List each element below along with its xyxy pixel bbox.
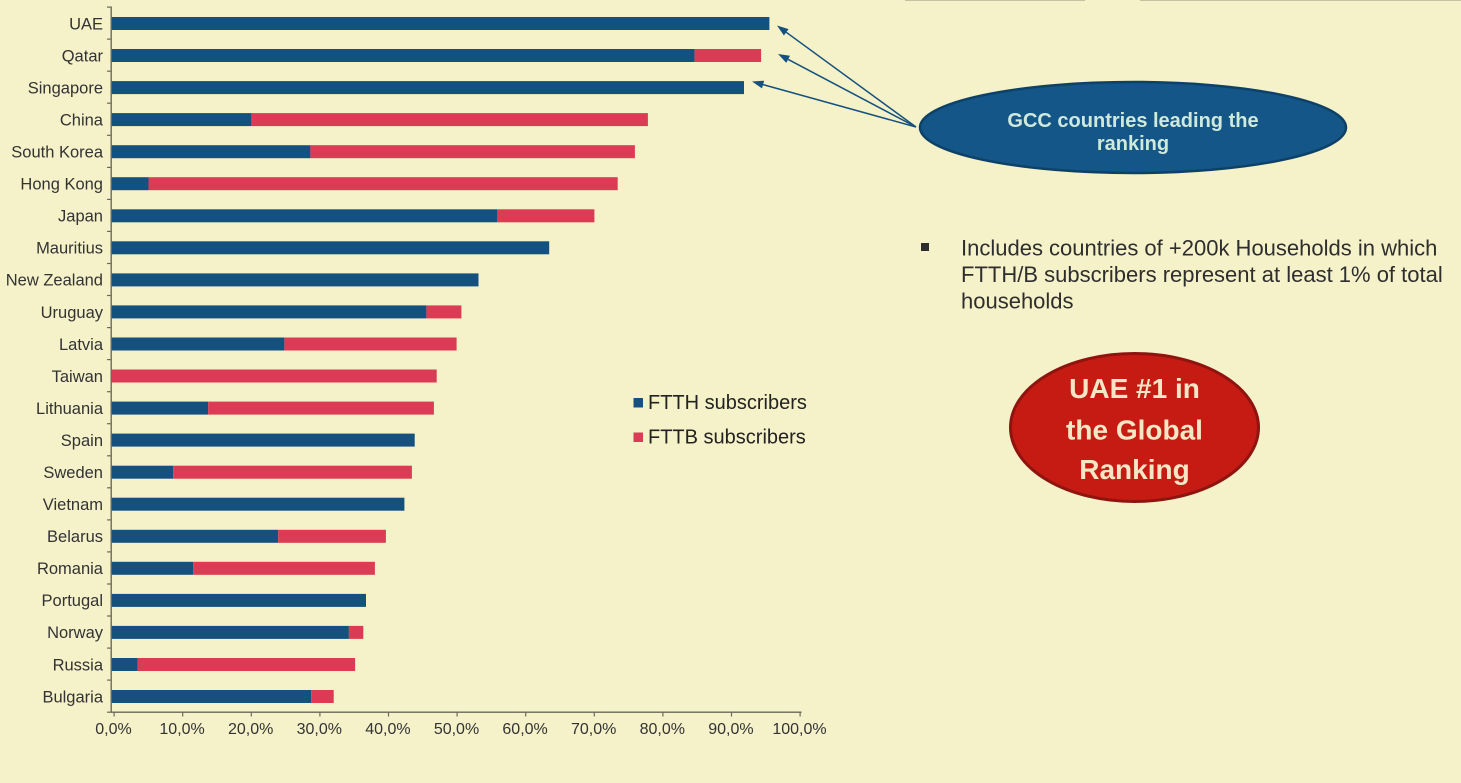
svg-text:60,0%: 60,0% [502, 721, 547, 738]
svg-text:FTTH/B subscribers represent a: FTTH/B subscribers represent at least 1%… [961, 262, 1443, 287]
svg-text:ranking: ranking [1097, 133, 1169, 155]
svg-text:UAE: UAE [69, 15, 103, 33]
svg-text:40,0%: 40,0% [365, 721, 410, 738]
svg-text:Singapore: Singapore [28, 79, 103, 97]
svg-text:0,0%: 0,0% [95, 721, 131, 738]
svg-text:the Global: the Global [1066, 415, 1203, 446]
svg-text:20,0%: 20,0% [228, 721, 273, 738]
svg-text:Portugal: Portugal [42, 592, 103, 610]
svg-text:100,0%: 100,0% [772, 721, 826, 738]
svg-text:Latvia: Latvia [59, 336, 104, 354]
svg-text:Spain: Spain [61, 432, 103, 450]
svg-text:Romania: Romania [37, 560, 104, 578]
svg-text:Norway: Norway [47, 624, 104, 642]
svg-text:FTTB subscribers: FTTB subscribers [648, 427, 806, 449]
svg-text:Vietnam: Vietnam [43, 496, 103, 514]
svg-text:Russia: Russia [53, 656, 104, 674]
svg-text:FTTH subscribers: FTTH subscribers [648, 392, 807, 414]
svg-text:Qatar: Qatar [62, 47, 104, 65]
svg-text:Uruguay: Uruguay [41, 304, 104, 322]
svg-text:UAE #1 in: UAE #1 in [1069, 373, 1200, 404]
svg-text:90,0%: 90,0% [708, 721, 753, 738]
svg-text:30,0%: 30,0% [297, 721, 342, 738]
svg-text:South Korea: South Korea [11, 144, 104, 162]
svg-text:Hong Kong: Hong Kong [20, 176, 103, 194]
svg-text:Mauritius: Mauritius [36, 240, 103, 258]
svg-text:70,0%: 70,0% [571, 721, 616, 738]
svg-text:New Zealand: New Zealand [6, 272, 103, 290]
svg-text:50,0%: 50,0% [434, 721, 479, 738]
svg-text:Japan: Japan [58, 208, 103, 226]
svg-text:Taiwan: Taiwan [52, 368, 103, 386]
svg-text:80,0%: 80,0% [640, 721, 685, 738]
svg-text:households: households [961, 288, 1074, 313]
svg-text:Ranking: Ranking [1079, 454, 1189, 485]
svg-text:Sweden: Sweden [43, 464, 103, 482]
svg-text:Belarus: Belarus [47, 528, 103, 546]
svg-text:10,0%: 10,0% [159, 721, 204, 738]
svg-text:GCC countries leading the: GCC countries leading the [1007, 110, 1258, 132]
svg-text:China: China [60, 111, 104, 129]
svg-text:Includes countries of +200k Ho: Includes countries of +200k Households i… [961, 236, 1437, 261]
svg-text:Lithuania: Lithuania [36, 400, 104, 418]
svg-text:Bulgaria: Bulgaria [42, 688, 103, 706]
